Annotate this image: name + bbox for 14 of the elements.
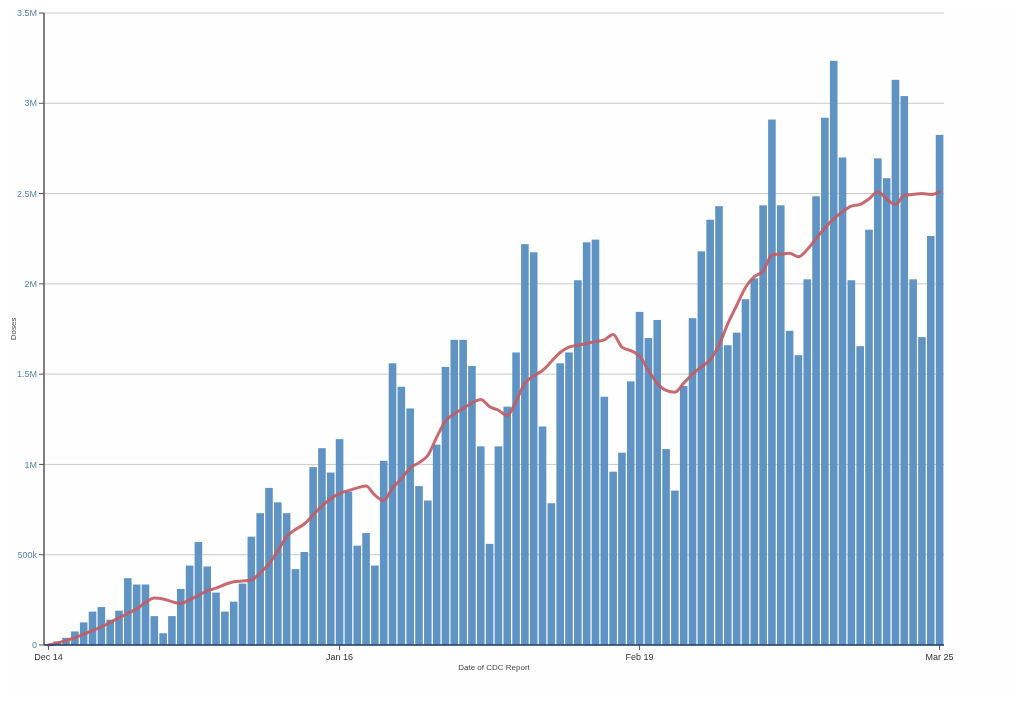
x-tick-label: Mar 25 (925, 652, 954, 662)
y-axis-title: Doses (9, 317, 18, 341)
y-tick-label: 500k (17, 549, 38, 560)
y-tick-label: 0 (31, 640, 37, 651)
y-tick-label: 3.5M (16, 8, 37, 19)
y-tick-label: 2.5M (16, 188, 37, 199)
y-tick-label: 3M (24, 98, 37, 109)
y-tick-label: 2M (24, 279, 37, 290)
y-tick-label: 1M (24, 459, 37, 470)
x-tick-label: Dec 14 (34, 652, 63, 662)
x-axis-title: Date of CDC Report (458, 663, 531, 672)
x-tick-label: Jan 16 (326, 652, 354, 662)
x-tick-label: Feb 19 (625, 652, 654, 662)
y-tick-label: 1.5M (16, 369, 37, 380)
